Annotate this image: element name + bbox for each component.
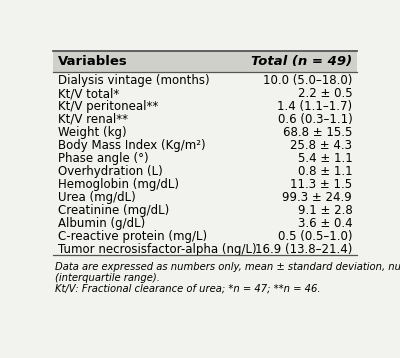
Text: 0.8 ± 1.1: 0.8 ± 1.1 [298,165,352,178]
Text: 1.4 (1.1–1.7): 1.4 (1.1–1.7) [277,100,352,113]
Text: Hemoglobin (mg/dL): Hemoglobin (mg/dL) [58,178,179,191]
Text: Dialysis vintage (months): Dialysis vintage (months) [58,74,209,87]
Text: 2.2 ± 0.5: 2.2 ± 0.5 [298,87,352,100]
Text: 68.8 ± 15.5: 68.8 ± 15.5 [283,126,352,139]
Text: 0.6 (0.3–1.1): 0.6 (0.3–1.1) [278,113,352,126]
Text: 3.6 ± 0.4: 3.6 ± 0.4 [298,217,352,229]
Text: C-reactive protein (mg/L): C-reactive protein (mg/L) [58,229,207,243]
Text: Phase angle (°): Phase angle (°) [58,152,148,165]
Text: Weight (kg): Weight (kg) [58,126,126,139]
Text: Kt/V: Fractional clearance of urea; *n = 47; **n = 46.: Kt/V: Fractional clearance of urea; *n =… [55,283,320,293]
Text: Data are expressed as numbers only, mean ± standard deviation, number (%), or me: Data are expressed as numbers only, mean… [55,262,400,272]
Text: 25.8 ± 4.3: 25.8 ± 4.3 [290,139,352,152]
Text: Tumor necrosisfactor-alpha (ng/L): Tumor necrosisfactor-alpha (ng/L) [58,242,256,256]
Text: 11.3 ± 1.5: 11.3 ± 1.5 [290,178,352,191]
Text: Kt/V peritoneal**: Kt/V peritoneal** [58,100,158,113]
Text: (interquartile range).: (interquartile range). [55,273,160,283]
Text: 5.4 ± 1.1: 5.4 ± 1.1 [298,152,352,165]
Text: 0.5 (0.5–1.0): 0.5 (0.5–1.0) [278,229,352,243]
Text: 99.3 ± 24.9: 99.3 ± 24.9 [282,191,352,204]
Bar [53,51,357,72]
Text: Total (n = 49): Total (n = 49) [251,55,352,68]
Text: Overhydration (L): Overhydration (L) [58,165,162,178]
Text: Urea (mg/dL): Urea (mg/dL) [58,191,136,204]
Text: 9.1 ± 2.8: 9.1 ± 2.8 [298,204,352,217]
Text: Body Mass Index (Kg/m²): Body Mass Index (Kg/m²) [58,139,205,152]
Text: Variables: Variables [58,55,128,68]
Text: Kt/V renal**: Kt/V renal** [58,113,128,126]
Text: 10.0 (5.0–18.0): 10.0 (5.0–18.0) [263,74,352,87]
Text: Creatinine (mg/dL): Creatinine (mg/dL) [58,204,169,217]
Text: 16.9 (13.8–21.4): 16.9 (13.8–21.4) [255,242,352,256]
Text: Kt/V total*: Kt/V total* [58,87,119,100]
Text: Albumin (g/dL): Albumin (g/dL) [58,217,145,229]
